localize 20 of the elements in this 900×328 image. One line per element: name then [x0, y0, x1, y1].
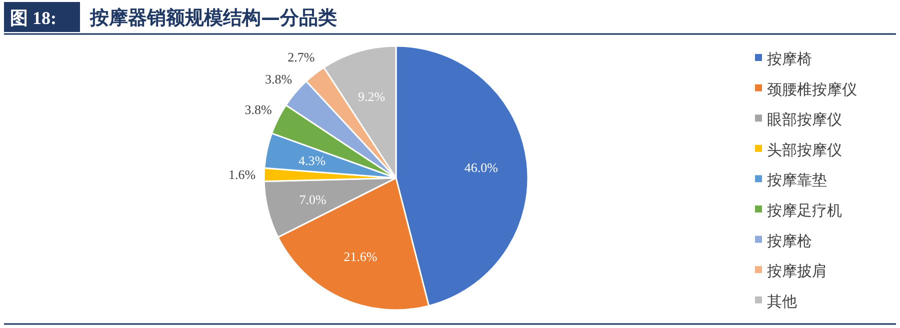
caption: 图 18:	[10, 8, 56, 28]
data-label: 9.2%	[358, 88, 386, 104]
data-label: 2.7%	[288, 50, 315, 65]
legend-label: 颈腰椎按摩仪	[767, 80, 857, 98]
legend-label: 按摩披肩	[767, 262, 827, 280]
chart-title: 按摩器销额规模结构—分品类	[89, 7, 337, 29]
legend-label: 按摩椅	[767, 50, 812, 68]
data-label: 21.6%	[344, 249, 378, 264]
legend-label: 按摩足疗机	[767, 202, 842, 220]
data-label: 7.0%	[299, 192, 326, 207]
legend-label: 头部按摩仪	[767, 140, 842, 159]
data-label: 3.8%	[265, 71, 292, 86]
data-label: 1.6%	[228, 167, 256, 182]
data-label: 46.0%	[464, 160, 498, 176]
legend-label: 按摩枪	[767, 232, 812, 250]
data-label: 3.8%	[244, 102, 272, 117]
legend-label: 按摩靠垫	[767, 171, 827, 190]
legend-label: 眼部按摩仪	[767, 110, 842, 129]
data-label: 4.3%	[298, 153, 326, 168]
legend-label: 其他	[767, 292, 797, 310]
